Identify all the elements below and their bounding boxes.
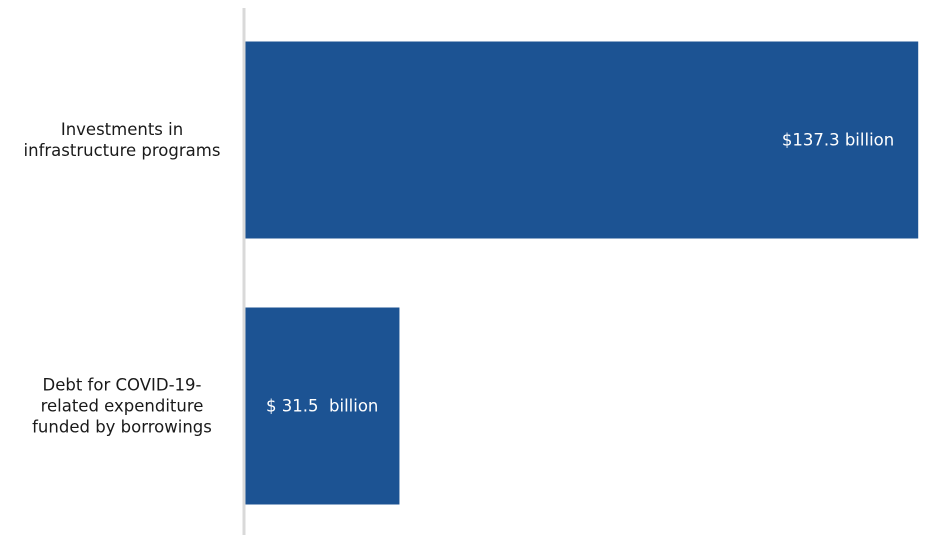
category-label-1: Investments in infrastructure programs — [24, 120, 221, 160]
category-label-1-line-2: infrastructure programs — [24, 141, 221, 160]
data-labels: $137.3 billion $ 31.5 billion — [266, 131, 894, 416]
data-label-1: $137.3 billion — [782, 131, 894, 150]
bars-group — [245, 41, 919, 505]
bar-1 — [245, 41, 919, 239]
category-label-1-line-1: Investments in — [61, 120, 183, 139]
category-label-2: Debt for COVID-19- related expenditure fun… — [32, 376, 212, 437]
category-label-2-line-3: funded by borrowings — [32, 418, 212, 437]
data-label-2: $ 31.5 billion — [266, 397, 378, 416]
category-label-2-line-1: Debt for COVID-19- — [43, 376, 202, 395]
category-labels: Investments in infrastructure programs Deb… — [24, 120, 221, 437]
bar-2 — [245, 307, 400, 505]
category-label-2-line-2: related expenditure — [41, 397, 204, 416]
